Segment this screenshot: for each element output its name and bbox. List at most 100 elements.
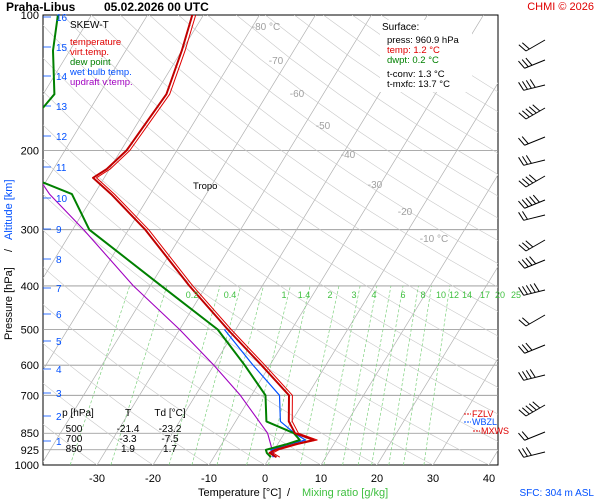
dry-adiabat bbox=[43, 423, 98, 465]
table-cell: -23.2 bbox=[159, 424, 182, 435]
pressure-tick-label: 925 bbox=[21, 445, 39, 457]
dry-adiabat bbox=[62, 15, 498, 337]
isotherm-line bbox=[96, 15, 372, 465]
datetime: 05.02.2026 00 UTC bbox=[104, 0, 209, 14]
surface-line: t-conv: 1.3 °C bbox=[387, 69, 445, 80]
altitude-tick-label: 2 bbox=[56, 412, 62, 423]
isotherm-line bbox=[432, 357, 498, 465]
y-axis-title-2: Altitude [km] bbox=[3, 179, 15, 240]
surface-box bbox=[380, 20, 472, 92]
level-table: p [hPa] T Td [°C] 500 -21.4 -23.2 700 -3.3 -7.5 8… bbox=[62, 408, 186, 455]
pressure-tick-label: 500 bbox=[21, 325, 39, 337]
altitude-tick-label: 14 bbox=[56, 72, 68, 83]
table-cell: 1.7 bbox=[163, 444, 177, 455]
isotherm-line bbox=[43, 15, 148, 187]
isotherm-line bbox=[320, 174, 498, 465]
pressure-tick-label: 100 bbox=[21, 10, 39, 22]
dry-adiabat bbox=[43, 124, 498, 442]
altitude-tick-label: 8 bbox=[56, 255, 62, 266]
wind-barb bbox=[518, 155, 546, 166]
dewpoint-line bbox=[43, 15, 301, 458]
pressure-tick-label: 400 bbox=[21, 281, 39, 293]
wind-barbs bbox=[518, 39, 546, 458]
wind-barb bbox=[518, 369, 546, 381]
legend-entry: wet bulb temp. bbox=[69, 67, 132, 78]
table-header: Td [°C] bbox=[154, 408, 185, 419]
wind-barb bbox=[518, 39, 546, 52]
x-axis-title-2: Mixing ratio [g/kg] bbox=[302, 487, 388, 499]
table-cell: 700 bbox=[66, 434, 83, 445]
tropopause-label: Tropo bbox=[193, 181, 217, 192]
table-header: T bbox=[125, 408, 131, 419]
table-cell: -7.5 bbox=[161, 434, 179, 445]
mixing-ratio-label: 0.4 bbox=[224, 290, 237, 300]
dry-adiabat bbox=[120, 15, 498, 288]
mixing-ratio-label: 1 bbox=[281, 290, 286, 300]
legend-entry: virt.temp. bbox=[70, 47, 109, 58]
level-label: MXWS bbox=[481, 426, 509, 436]
isotherm-line bbox=[43, 15, 204, 279]
table-header: p [hPa] bbox=[62, 408, 94, 419]
temperature-tick-label: 10 bbox=[315, 473, 327, 485]
isotherm-label: -60 bbox=[290, 89, 305, 100]
legend-entry: temperature bbox=[70, 37, 121, 48]
isotherm-label: -80 °C bbox=[252, 22, 280, 33]
altitude-tick-label: 9 bbox=[56, 225, 62, 236]
mixing-ratio-label: 6 bbox=[400, 290, 405, 300]
table-cell: 850 bbox=[66, 444, 83, 455]
wind-barb bbox=[518, 104, 546, 120]
temperature-tick-label: 20 bbox=[371, 473, 383, 485]
mixing-ratio-label: 12 bbox=[449, 290, 459, 300]
dry-adiabat bbox=[43, 229, 378, 465]
altitude-tick-label: 12 bbox=[56, 132, 68, 143]
table-cell: -3.3 bbox=[119, 434, 137, 445]
y-axis-title: Pressure [hPa] bbox=[3, 267, 15, 340]
altitude-tick-label: 5 bbox=[56, 337, 62, 348]
wind-barb bbox=[518, 431, 546, 441]
wind-barb bbox=[518, 79, 546, 91]
dry-adiabat bbox=[43, 343, 210, 465]
pressure-tick-label: 1000 bbox=[15, 460, 39, 472]
mixing-ratio-line bbox=[69, 285, 131, 465]
wind-barb bbox=[518, 239, 546, 252]
level-label: FZLV bbox=[472, 409, 493, 419]
temperature-tick-label: 40 bbox=[483, 473, 495, 485]
mixing-ratio-line bbox=[357, 285, 392, 465]
x-axis-title-separator: / bbox=[287, 487, 291, 499]
dry-adiabat bbox=[43, 382, 154, 465]
pressure-tick-label: 200 bbox=[21, 145, 39, 157]
altitude-tick-label: 16 bbox=[56, 13, 68, 24]
isotherm-line bbox=[43, 15, 92, 96]
dry-adiabat bbox=[91, 15, 498, 312]
wind-barb bbox=[518, 174, 546, 188]
station-name: Praha-Libus bbox=[6, 0, 76, 14]
surface-line: press: 960.9 hPa bbox=[387, 35, 460, 46]
x-axis-title: Temperature [°C] bbox=[198, 487, 281, 499]
altitude-tick-label: 1 bbox=[56, 437, 62, 448]
altitude-tick-label: 11 bbox=[56, 163, 67, 174]
wind-barb bbox=[518, 194, 546, 209]
mixing-ratio-label: 10 bbox=[436, 290, 446, 300]
mixing-ratio-label: 1.4 bbox=[298, 290, 311, 300]
altitude-tick-label: 4 bbox=[56, 365, 62, 376]
temperature-line bbox=[92, 15, 315, 459]
mixing-ratio-line bbox=[246, 285, 291, 465]
mixing-ratio-line bbox=[110, 285, 168, 465]
mixing-ratio-line bbox=[388, 285, 419, 465]
mixing-ratio-label: 8 bbox=[420, 290, 425, 300]
mixing-ratio-line bbox=[403, 285, 432, 465]
wind-barb bbox=[518, 57, 546, 69]
isotherm-line bbox=[376, 265, 498, 465]
surface-heading: Surface: bbox=[382, 22, 419, 33]
table-cell: 1.9 bbox=[121, 444, 135, 455]
mixing-ratio-line bbox=[216, 285, 264, 465]
wind-barb bbox=[518, 314, 546, 327]
temperature-tick-label: -20 bbox=[145, 473, 161, 485]
dry-adiabat bbox=[149, 15, 498, 264]
mixing-ratio-line bbox=[323, 285, 361, 465]
dry-adiabat bbox=[236, 15, 498, 197]
